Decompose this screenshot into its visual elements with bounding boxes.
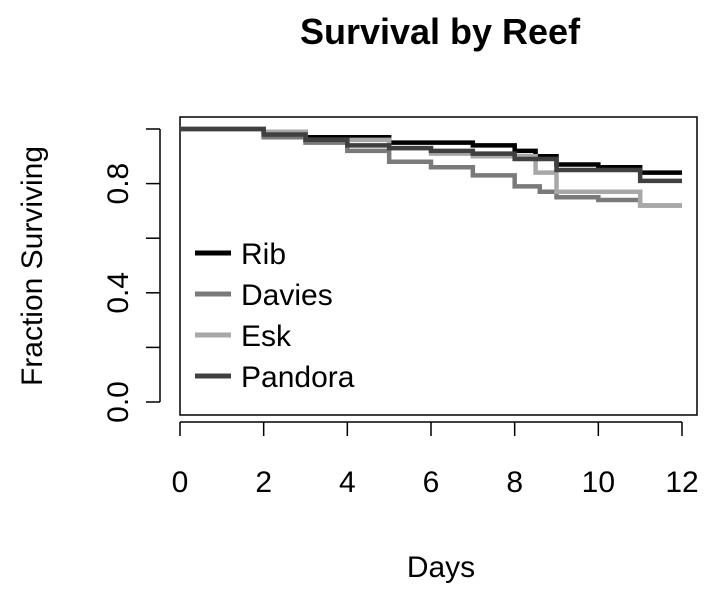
x-tick-label: 2 xyxy=(255,466,272,499)
y-tick-label: 0.8 xyxy=(102,163,135,205)
y-tick-label: 0.0 xyxy=(102,381,135,423)
axes: 0 2 4 6 8 10 12 0.0 0.4 0.8 xyxy=(102,117,699,499)
y-tick-label: 0.4 xyxy=(102,272,135,314)
legend-label-rib: Rib xyxy=(241,238,286,271)
legend: Rib Davies Esk Pandora xyxy=(195,238,355,394)
legend-label-pandora: Pandora xyxy=(241,361,355,394)
x-tick-label: 10 xyxy=(582,466,615,499)
chart-title: Survival by Reef xyxy=(300,11,581,52)
x-tick-label: 0 xyxy=(172,466,189,499)
x-tick-label: 6 xyxy=(423,466,440,499)
series-lines xyxy=(180,129,682,205)
legend-label-davies: Davies xyxy=(241,279,333,312)
y-axis-label: Fraction Surviving xyxy=(16,146,49,386)
legend-label-esk: Esk xyxy=(241,320,292,353)
x-axis-label: Days xyxy=(407,551,475,584)
x-tick-label: 12 xyxy=(665,466,698,499)
x-tick-label: 4 xyxy=(339,466,356,499)
x-tick-label: 8 xyxy=(506,466,523,499)
